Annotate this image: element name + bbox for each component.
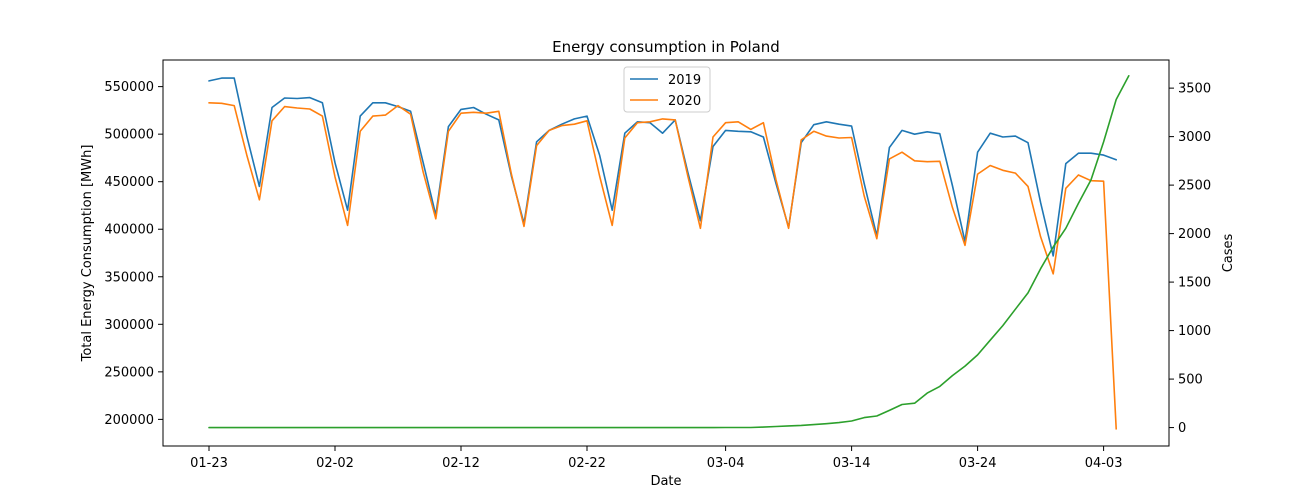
x-tick-label: 03-14	[833, 456, 871, 471]
series-line-2020	[208, 102, 1117, 430]
y2-tick-label: 500	[1178, 373, 1203, 388]
y2-tick-label: 3500	[1178, 82, 1211, 97]
y-tick-label: 450000	[104, 175, 154, 190]
y-axis-label: Total Energy Consumption [MWh]	[80, 145, 95, 363]
x-axis: 01-23 02-02 02-12 02-22 03-04 03-14 03-24 04-03	[190, 446, 1122, 471]
x-tick-label: 04-03	[1085, 456, 1123, 471]
y-tick-label: 200000	[104, 413, 154, 428]
x-axis-label: Date	[650, 474, 681, 489]
legend-label-2020: 2020	[668, 94, 701, 109]
y2-tick-label: 2500	[1178, 179, 1211, 194]
y-tick-label: 400000	[104, 223, 154, 238]
legend-label-2019: 2019	[668, 73, 701, 88]
y2-tick-label: 1000	[1178, 324, 1211, 339]
y-axis-right: 0 500 1000 1500 2000 2500 3000 3500	[1169, 82, 1211, 436]
y2-axis-label: Cases	[1221, 233, 1236, 272]
series-layer	[208, 75, 1130, 430]
y-tick-label: 250000	[104, 365, 154, 380]
y-tick-label: 500000	[104, 128, 154, 143]
x-tick-label: 03-04	[707, 456, 745, 471]
y2-tick-label: 2000	[1178, 227, 1211, 242]
series-line-cases	[208, 75, 1130, 429]
y-tick-label: 300000	[104, 318, 154, 333]
y-tick-label: 550000	[104, 80, 154, 95]
x-tick-label: 02-02	[316, 456, 354, 471]
x-tick-label: 02-22	[568, 456, 606, 471]
y-axis-left: 200000 250000 300000 350000 400000 450000 5000…	[104, 80, 163, 428]
y2-tick-label: 3000	[1178, 130, 1211, 145]
y2-tick-label: 0	[1178, 421, 1186, 436]
x-tick-label: 01-23	[190, 456, 228, 471]
x-tick-label: 02-12	[442, 456, 480, 471]
plot-frame	[162, 59, 1170, 447]
legend: 2019 2020	[623, 66, 711, 113]
x-tick-label: 03-24	[959, 456, 997, 471]
y-tick-label: 350000	[104, 270, 154, 285]
y2-tick-label: 1500	[1178, 276, 1211, 291]
chart-title: Energy consumption in Poland	[552, 38, 780, 56]
